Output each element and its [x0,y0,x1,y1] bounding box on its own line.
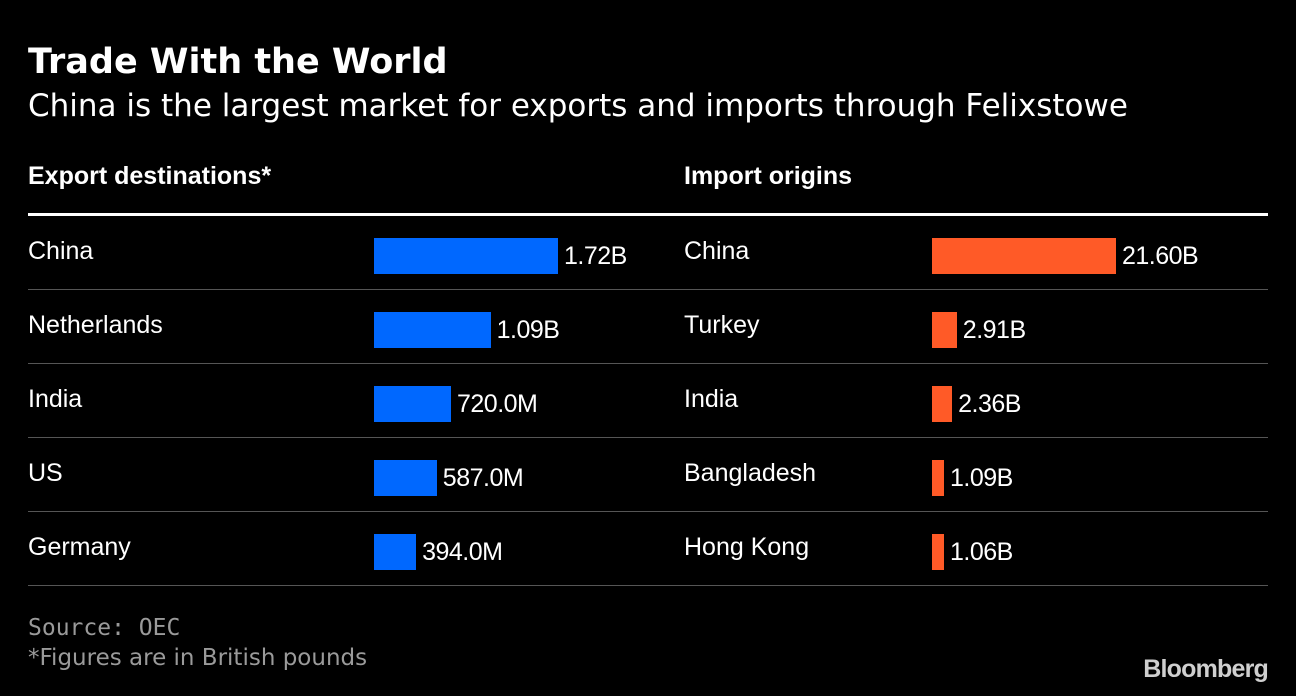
import-value-label: 21.60B [1122,242,1199,270]
chart-subtitle: China is the largest market for exports … [28,88,1128,124]
export-bar [374,238,558,274]
export-value-label: 720.0M [457,390,538,418]
export-category-label: Netherlands [28,311,163,339]
export-destinations-header: Export destinations* [28,162,272,190]
import-bar [932,386,953,422]
row-divider [28,289,1268,290]
row-divider [28,437,1268,438]
export-value-label: 394.0M [422,538,503,566]
import-category-label: Bangladesh [684,459,817,487]
export-category-label: India [28,385,83,413]
export-value-label: 1.09B [496,316,560,344]
import-bar [932,312,957,348]
row-divider [28,511,1268,512]
export-category-label: Germany [28,533,131,561]
export-category-label: China [28,237,94,265]
export-value-label: 1.72B [564,242,627,270]
import-bar [932,460,944,496]
source-note: Source: OEC [28,615,181,641]
export-bar [374,460,437,496]
import-origins-header: Import origins [684,162,853,190]
export-category-label: US [28,459,63,487]
import-bar [932,238,1116,274]
chart-title: Trade With the World [28,42,448,82]
import-bar [932,534,944,570]
header-rule [28,213,1268,216]
export-bar [374,312,491,348]
import-value-label: 1.06B [950,538,1013,566]
import-category-label: China [684,237,750,265]
row-divider [28,585,1268,586]
export-bar [374,386,451,422]
import-value-label: 1.09B [950,464,1013,492]
bloomberg-logo: Bloomberg [1143,655,1269,683]
export-value-label: 587.0M [442,464,524,492]
import-category-label: India [684,385,739,413]
import-value-label: 2.36B [958,390,1021,418]
export-bar [374,534,417,570]
row-divider [28,363,1268,364]
import-category-label: Turkey [684,311,760,339]
currency-footnote: *Figures are in British pounds [28,645,368,671]
import-value-label: 2.91B [962,316,1026,344]
import-category-label: Hong Kong [684,533,810,561]
